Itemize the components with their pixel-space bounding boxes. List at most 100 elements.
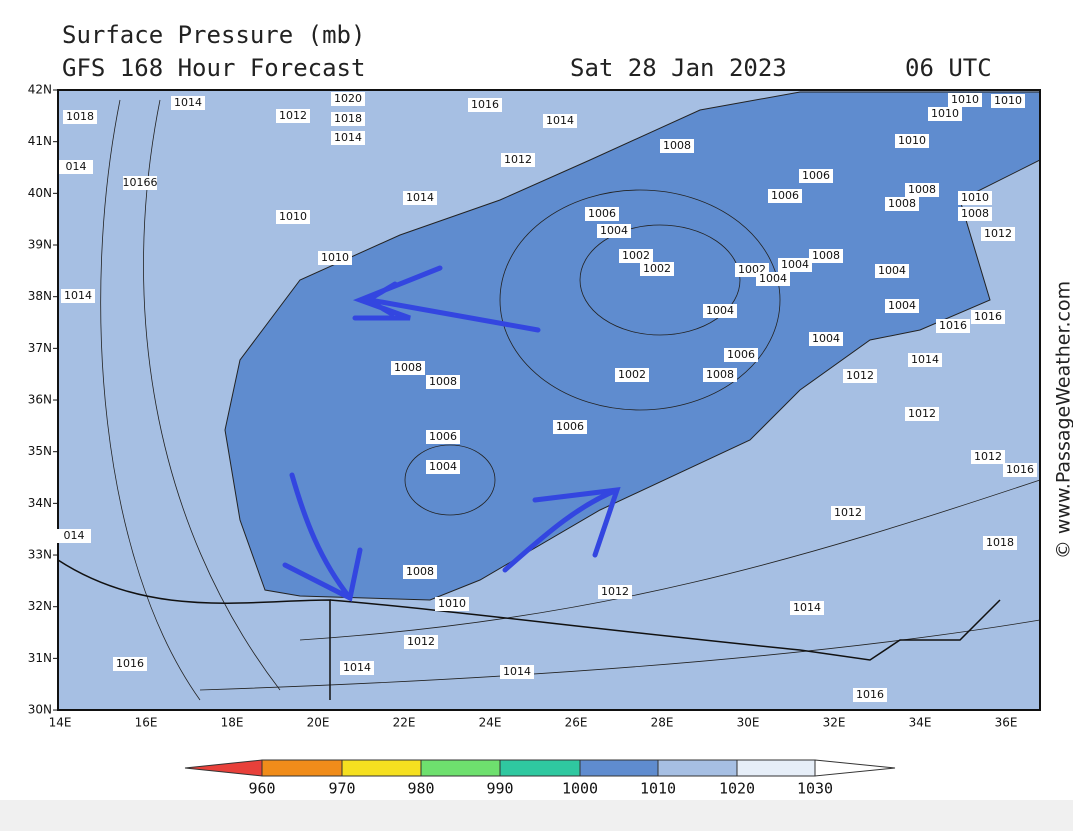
subtitle: GFS 168 Hour Forecast (62, 54, 365, 82)
isobar-label: 1014 (334, 131, 362, 144)
lat-label: 42N (28, 83, 52, 97)
isobar-label: 1004 (888, 299, 916, 312)
credit: © www.PassageWeather.com (1053, 281, 1073, 559)
isobar-label: 014 (66, 160, 87, 173)
colorbar-end (185, 760, 262, 776)
isobar-label: 1008 (406, 565, 434, 578)
isobar-label: 1008 (888, 197, 916, 210)
isobar-label: 1016 (1006, 463, 1034, 476)
isobar-label: 1006 (802, 169, 830, 182)
isobar-label: 10166 (123, 176, 158, 189)
isobar-label: 1006 (588, 207, 616, 220)
isobar-label: 1004 (878, 264, 906, 277)
colorbar-bin (500, 760, 580, 776)
lon-label: 32E (823, 716, 846, 730)
isobar-label: 1010 (898, 134, 926, 147)
isobar-label: 1018 (334, 112, 362, 125)
lat-label: 33N (28, 548, 52, 562)
isobar-label: 1014 (793, 601, 821, 614)
isobar-label: 1004 (812, 332, 840, 345)
isobar-label: 1016 (471, 98, 499, 111)
isobar-label: 1010 (438, 597, 466, 610)
isobar-label: 1010 (994, 94, 1022, 107)
isobar-label: 1008 (429, 375, 457, 388)
colorbar-label: 960 (248, 780, 275, 798)
isobar-label: 1004 (706, 304, 734, 317)
isobar-label: 1002 (643, 262, 671, 275)
isobar-label: 1006 (727, 348, 755, 361)
isobar-label: 1018 (66, 110, 94, 123)
isobar-label: 1006 (556, 420, 584, 433)
isobar-label: 1012 (504, 153, 532, 166)
colorbar-label: 980 (407, 780, 434, 798)
title: Surface Pressure (mb) (62, 21, 365, 49)
lat-label: 40N (28, 186, 52, 200)
isobar-label: 1012 (834, 506, 862, 519)
lat-label: 38N (28, 289, 52, 303)
lat-label: 36N (28, 393, 52, 407)
isobar-label: 1010 (931, 107, 959, 120)
colorbar-label: 1030 (797, 780, 833, 798)
isobar-label: 1004 (781, 258, 809, 271)
isobar-label: 1014 (64, 289, 92, 302)
isobar-label: 1004 (429, 460, 457, 473)
isobar-label: 1006 (771, 189, 799, 202)
isobar-label: 1014 (911, 353, 939, 366)
lon-label: 34E (909, 716, 932, 730)
isobar-label: 1014 (503, 665, 531, 678)
isobar-label: 1010 (951, 93, 979, 106)
time: 06 UTC (905, 54, 992, 82)
isobar-label: 1002 (622, 249, 650, 262)
colorbar-label: 990 (486, 780, 513, 798)
colorbar-bin (658, 760, 737, 776)
isobar-label: 014 (64, 529, 85, 542)
isobar-label: 1016 (856, 688, 884, 701)
lat-label: 30N (28, 703, 52, 717)
lon-label: 36E (995, 716, 1018, 730)
colorbar-bin (262, 760, 342, 776)
isobar-label: 1008 (961, 207, 989, 220)
isobar-label: 1012 (601, 585, 629, 598)
lon-label: 30E (737, 716, 760, 730)
isobar-label: 1014 (343, 661, 371, 674)
isobar-label: 1018 (986, 536, 1014, 549)
footer-band (0, 800, 1073, 831)
colorbar-bin (580, 760, 658, 776)
isobar-label: 1014 (546, 114, 574, 127)
isobar-label: 1016 (116, 657, 144, 670)
lat-label: 34N (28, 496, 52, 510)
isobar-label: 1012 (846, 369, 874, 382)
colorbar-label: 1010 (640, 780, 676, 798)
isobar-label: 1010 (961, 191, 989, 204)
isobar-label: 1008 (394, 361, 422, 374)
lon-label: 24E (479, 716, 502, 730)
isobar-label: 1012 (908, 407, 936, 420)
isobar-label: 1014 (174, 96, 202, 109)
isobar-label: 1012 (974, 450, 1002, 463)
lon-label: 22E (393, 716, 416, 730)
isobar-label: 1012 (984, 227, 1012, 240)
isobar-label: 1008 (663, 139, 691, 152)
isobar-label: 1008 (908, 183, 936, 196)
lat-label: 31N (28, 651, 52, 665)
colorbar-bin (421, 760, 500, 776)
isobar-label: 1016 (974, 310, 1002, 323)
isobar-label: 1012 (279, 109, 307, 122)
lon-label: 16E (135, 716, 158, 730)
lon-label: 28E (651, 716, 674, 730)
isobar-label: 1002 (618, 368, 646, 381)
date: Sat 28 Jan 2023 (570, 54, 787, 82)
isobar-label: 1004 (600, 224, 628, 237)
isobar-label: 1014 (406, 191, 434, 204)
isobar-label: 1010 (321, 251, 349, 264)
colorbar-label: 1020 (719, 780, 755, 798)
lat-label: 35N (28, 444, 52, 458)
isobar-label: 1008 (812, 249, 840, 262)
colorbar-bin (342, 760, 421, 776)
lon-label: 18E (221, 716, 244, 730)
lon-label: 14E (49, 716, 72, 730)
colorbar-label: 970 (328, 780, 355, 798)
isobar-label: 1010 (279, 210, 307, 223)
lat-label: 39N (28, 238, 52, 252)
